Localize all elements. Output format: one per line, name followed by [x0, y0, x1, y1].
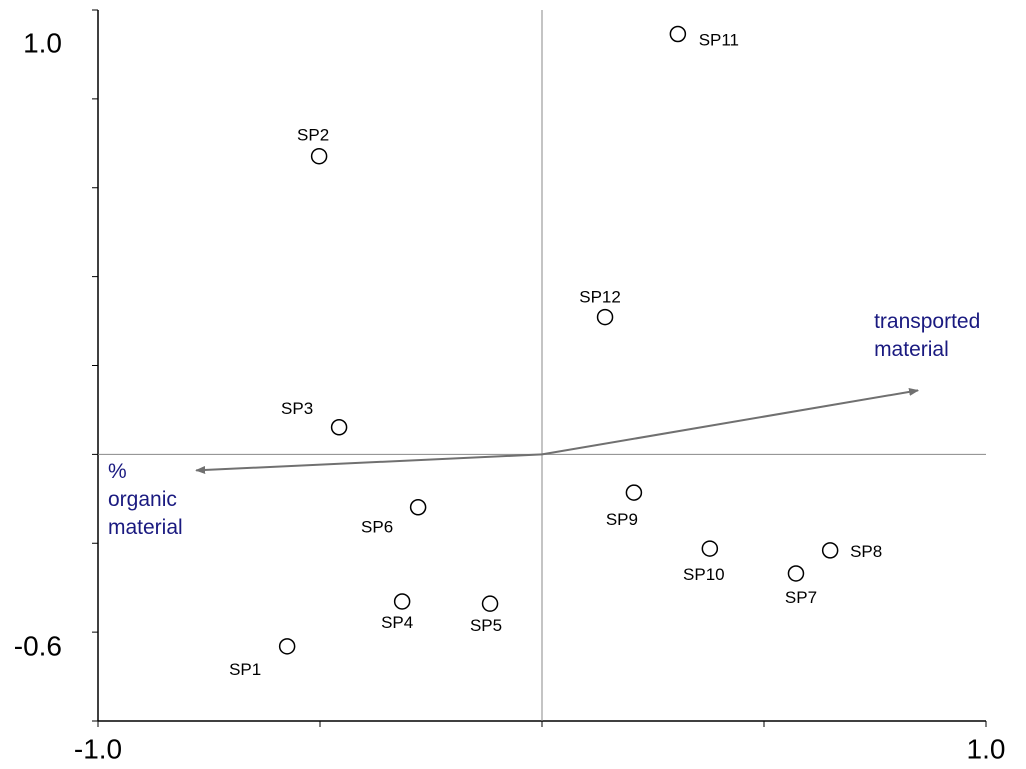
point-label: SP1	[229, 660, 261, 679]
x-tick-label: -1.0	[74, 733, 122, 764]
point-label: SP10	[683, 565, 725, 584]
vector-arrow	[195, 453, 543, 474]
point-label: SP9	[606, 510, 638, 529]
point	[393, 593, 411, 610]
point	[821, 542, 839, 559]
point-label: SP7	[785, 588, 817, 607]
point	[310, 147, 328, 165]
point	[625, 484, 643, 501]
point	[278, 638, 296, 655]
point-label: SP6	[361, 518, 393, 537]
vector-label: transported	[874, 310, 980, 333]
point	[787, 565, 805, 582]
point-label: SP4	[381, 613, 413, 632]
point-label: SP11	[699, 30, 739, 49]
vector-label: %	[108, 460, 127, 483]
vector-label: organic	[108, 488, 177, 511]
point	[409, 499, 427, 516]
y-tick-label: 1.0	[23, 27, 62, 58]
point	[701, 540, 719, 557]
point	[596, 308, 614, 326]
point	[330, 419, 348, 436]
vector-label: material	[108, 516, 183, 539]
point-label: SP5	[470, 616, 502, 635]
vector-arrow	[541, 387, 920, 456]
point-label: SP2	[297, 126, 329, 145]
point	[669, 25, 687, 43]
vector-label: material	[874, 338, 949, 361]
point-label: SP12	[579, 288, 621, 307]
x-tick-label: 1.0	[967, 733, 1006, 764]
y-tick-label: -0.6	[14, 630, 62, 661]
point-label: SP3	[281, 399, 313, 418]
point	[481, 595, 499, 612]
point-label: SP8	[850, 542, 882, 561]
